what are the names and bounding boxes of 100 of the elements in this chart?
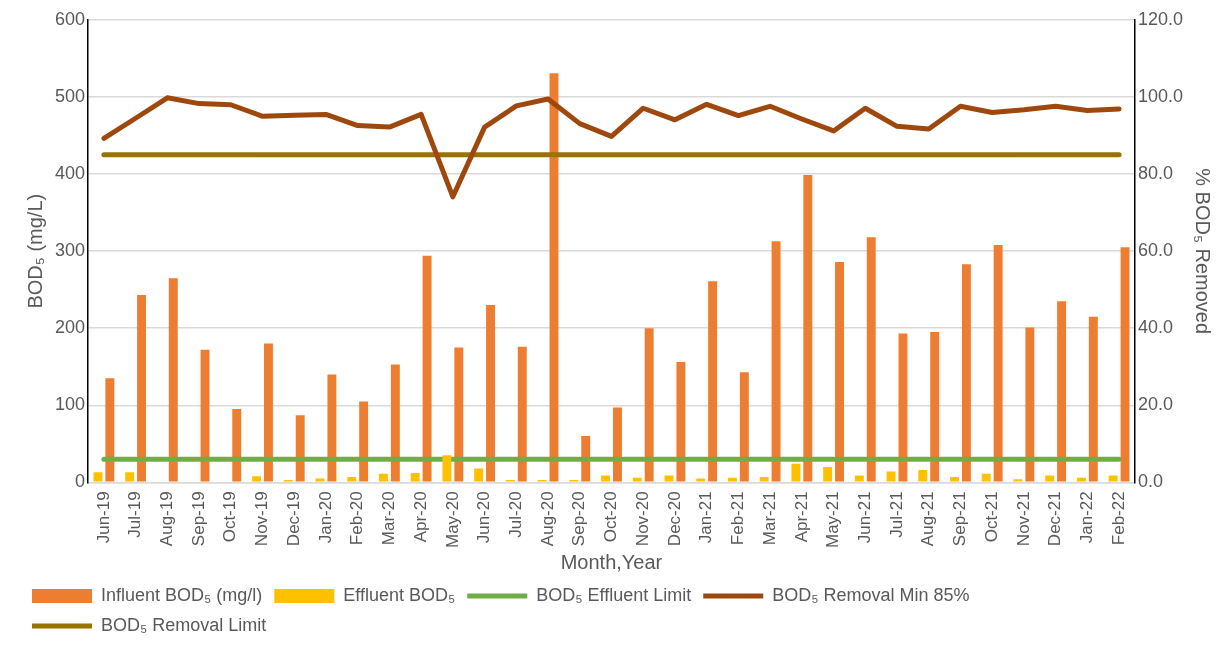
x-tick-label: Jan-22 — [1077, 491, 1097, 544]
bar — [866, 237, 876, 482]
y2-tick-label: 60.0 — [1137, 240, 1173, 261]
x-tick-label: Nov-20 — [632, 491, 652, 547]
bar — [1013, 479, 1023, 482]
bar — [930, 332, 940, 482]
legend-label: Effluent BOD₅ — [343, 584, 456, 605]
bar — [390, 364, 400, 482]
bar — [422, 255, 432, 482]
x-tick-label: Aug-20 — [537, 491, 557, 547]
x-tick-label: Jan-21 — [696, 491, 716, 544]
y-tick-label: 200 — [54, 317, 86, 338]
x-tick-label: Dec-20 — [664, 491, 684, 547]
y-axis-title: BOD₅ (mg/L) — [23, 193, 46, 309]
y2-tick-label: 0.0 — [1137, 471, 1163, 492]
bar — [981, 473, 991, 482]
x-axis-title: Month,Year — [560, 550, 663, 573]
x-tick-label: Sep-19 — [188, 491, 208, 547]
bar — [771, 241, 781, 482]
y-tick-label: 0 — [75, 471, 86, 492]
bar — [759, 476, 769, 482]
x-tick-label: Jan-20 — [315, 491, 335, 544]
bar — [1025, 327, 1035, 482]
bar — [886, 471, 896, 482]
bar — [993, 244, 1003, 482]
bar — [1076, 477, 1086, 482]
x-tick-label: Nov-21 — [1013, 491, 1033, 547]
y2-tick-label: 120.0 — [1137, 8, 1183, 29]
bar — [410, 473, 420, 482]
bar — [252, 476, 262, 482]
bar — [517, 346, 527, 482]
x-tick-label: Mar-21 — [759, 491, 779, 546]
bar — [347, 476, 357, 482]
bar — [105, 378, 115, 482]
bar — [1045, 475, 1055, 482]
x-tick-label: Jun-21 — [854, 491, 874, 544]
x-tick-label: May-20 — [442, 491, 462, 548]
y-tick-label: 400 — [54, 163, 86, 184]
bar — [950, 476, 959, 482]
x-tick-label: Feb-21 — [728, 491, 748, 546]
bar — [327, 374, 337, 482]
bar — [918, 469, 928, 482]
x-tick-label: Jul-21 — [886, 491, 906, 538]
legend-label: BOD₅ Effluent Limit — [536, 584, 692, 605]
bar — [232, 409, 242, 482]
bar — [1108, 475, 1118, 482]
bar — [803, 174, 813, 482]
x-tick-label: May-21 — [823, 491, 843, 548]
legend-label: BOD₅ Removal Limit — [101, 614, 267, 635]
bar — [644, 328, 654, 482]
y-tick-label: 300 — [54, 240, 86, 261]
x-tick-label: Oct-19 — [220, 491, 240, 543]
x-tick-label: Jul-19 — [125, 491, 145, 538]
bar — [632, 477, 642, 482]
bar — [442, 455, 452, 482]
y-tick-label: 500 — [54, 86, 86, 107]
x-tick-label: Jun-19 — [93, 491, 113, 544]
x-tick-label: Aug-21 — [918, 491, 938, 547]
x-tick-label: Oct-21 — [981, 491, 1001, 543]
bar — [359, 401, 369, 482]
bar — [315, 478, 325, 482]
bar — [1057, 301, 1067, 482]
y2-axis-title: % BOD₅ Removed — [1192, 168, 1215, 335]
x-tick-label: Apr-21 — [791, 491, 811, 543]
bar — [264, 343, 273, 482]
x-tick-label: Sep-21 — [950, 491, 970, 547]
bar — [474, 468, 484, 482]
bar — [168, 278, 178, 482]
x-tick-label: Nov-19 — [252, 491, 272, 547]
x-tick-label: Feb-22 — [1108, 491, 1128, 546]
bar — [961, 264, 971, 482]
bar — [664, 475, 674, 482]
legend-label: BOD₅ Removal Min 85% — [772, 584, 970, 605]
y2-tick-label: 100.0 — [1137, 86, 1183, 107]
bar — [125, 472, 135, 482]
y-tick-label: 100 — [54, 394, 86, 415]
bar — [379, 473, 388, 482]
y-tick-label: 600 — [54, 8, 86, 29]
x-tick-label: Jul-20 — [506, 491, 526, 538]
bar — [137, 295, 147, 482]
y2-tick-label: 80.0 — [1137, 163, 1173, 184]
x-tick-label: Mar-20 — [379, 491, 399, 546]
x-tick-label: Feb-20 — [347, 491, 367, 546]
x-tick-label: Sep-20 — [569, 491, 589, 547]
y2-tick-label: 40.0 — [1137, 317, 1173, 338]
x-tick-label: Apr-20 — [410, 491, 430, 543]
x-tick-label: Dec-21 — [1045, 491, 1065, 547]
bar — [93, 472, 103, 482]
bar — [791, 463, 801, 482]
bar — [1088, 316, 1098, 482]
bar — [676, 362, 686, 482]
bar — [835, 261, 844, 482]
bar — [854, 475, 864, 482]
bar — [708, 281, 718, 482]
x-tick-label: Jun-20 — [474, 491, 494, 544]
bar — [696, 478, 706, 482]
legend-label: Influent BOD₅ (mg/l) — [101, 584, 263, 605]
bar — [1120, 247, 1130, 482]
x-tick-label: Oct-20 — [601, 491, 621, 543]
x-tick-label: Aug-19 — [157, 491, 177, 547]
